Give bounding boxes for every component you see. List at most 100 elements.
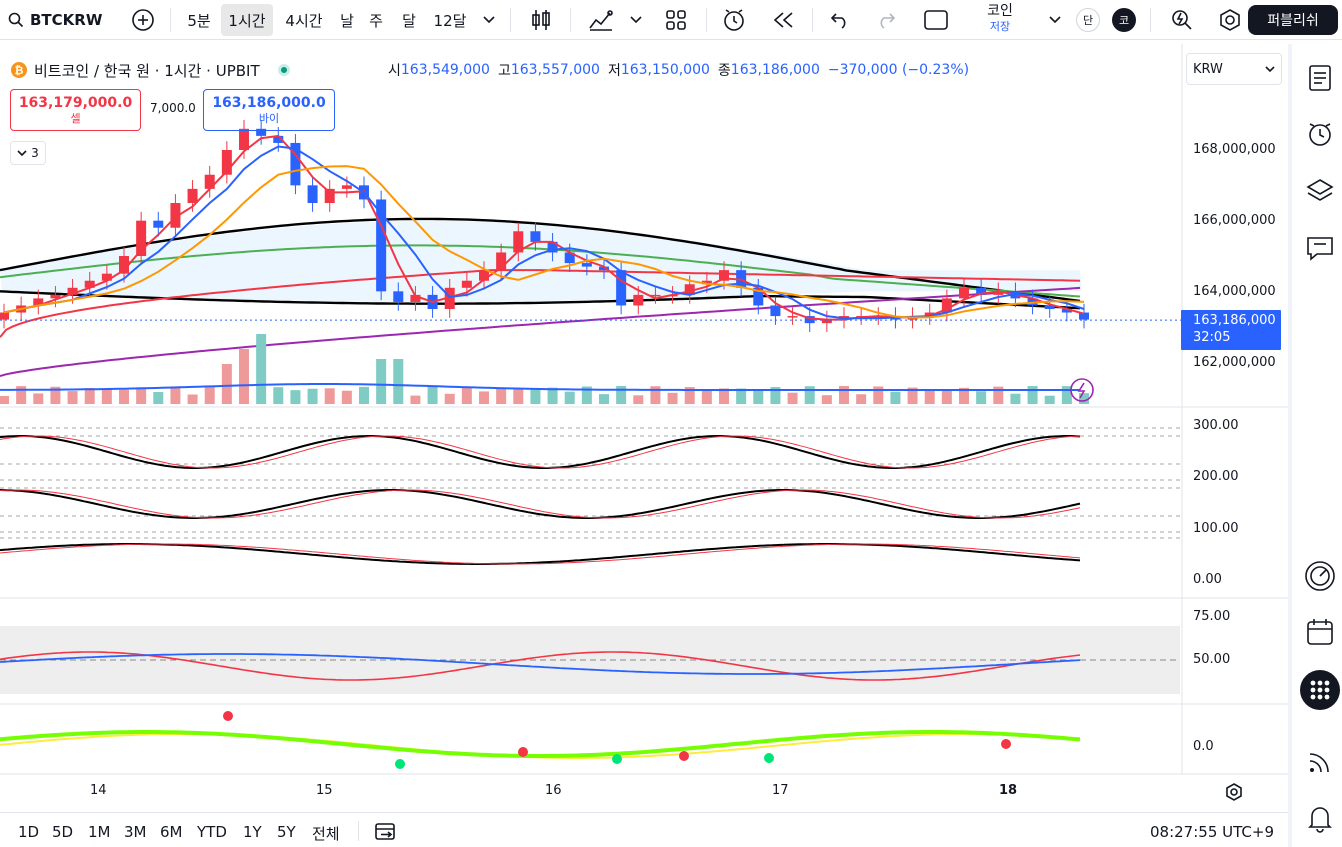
market-open-dot xyxy=(277,64,290,76)
buy-button[interactable]: 163,186,000.0 바이 xyxy=(203,89,335,131)
quick-search-button[interactable] xyxy=(1168,0,1196,40)
candle-body xyxy=(547,241,558,253)
range-3m[interactable]: 3M xyxy=(124,823,147,841)
indicators-collapse-button[interactable]: 3 xyxy=(10,141,46,165)
rss-icon xyxy=(1309,753,1329,773)
candle-body xyxy=(444,287,455,309)
volume-bar xyxy=(633,395,644,404)
timeframe-dropdown[interactable] xyxy=(478,0,500,40)
layout-button[interactable] xyxy=(662,0,690,40)
wt1-line xyxy=(0,730,1081,758)
range-1m[interactable]: 1M xyxy=(88,823,111,841)
indicators-dropdown[interactable] xyxy=(628,0,644,40)
tf-5m[interactable]: 5분 xyxy=(187,11,211,30)
clock[interactable]: 08:27:55 UTC+9 xyxy=(1150,823,1274,841)
bar-countdown: 32:05 xyxy=(1193,330,1231,345)
redo-button[interactable] xyxy=(872,0,900,40)
chart-canvas[interactable] xyxy=(0,44,1288,812)
volume-bar xyxy=(856,394,867,404)
range-ytd[interactable]: YTD xyxy=(197,823,227,841)
rsi-axis-label: 75.00 xyxy=(1193,609,1231,624)
bitcoin-logo-icon: ₿ xyxy=(11,62,27,78)
volume-bar xyxy=(907,387,918,404)
candle-body xyxy=(290,142,301,186)
bollinger-band-fill xyxy=(0,220,1082,302)
cross-dot xyxy=(612,754,622,764)
alerts-button[interactable] xyxy=(1302,116,1338,152)
layers-icon xyxy=(1306,179,1334,201)
volume-bar xyxy=(530,389,541,404)
volume-bar xyxy=(513,389,524,404)
coin-label: 코인 xyxy=(987,3,1013,19)
tf-12month[interactable]: 12달 xyxy=(433,11,467,30)
range-5y[interactable]: 5Y xyxy=(277,823,296,841)
tf-week[interactable]: 주 xyxy=(369,11,383,30)
alert-button[interactable] xyxy=(720,0,750,40)
volume-bar xyxy=(736,388,747,404)
tf-1h[interactable]: 1시간 xyxy=(221,4,273,36)
ohlc-values: 시 163,549,000 고 163,557,000 저 163,150,000 종… xyxy=(388,58,977,82)
watchlist-icon xyxy=(1309,65,1331,91)
notifications-button[interactable] xyxy=(1302,800,1338,836)
undo-button[interactable] xyxy=(826,0,854,40)
currency-select[interactable]: KRW xyxy=(1186,53,1282,85)
range-6m[interactable]: 6M xyxy=(160,823,183,841)
mode-dan-button[interactable]: 단 xyxy=(1076,8,1100,32)
chats-button[interactable] xyxy=(1302,230,1338,266)
search-icon xyxy=(8,12,24,28)
ma-red-line xyxy=(0,269,1081,338)
low-value: 163,150,000 xyxy=(620,62,710,78)
range-1d[interactable]: 1D xyxy=(18,823,40,841)
range-1y[interactable]: 1Y xyxy=(243,823,262,841)
stoch3-k-line xyxy=(0,543,1081,565)
object-tree-button[interactable] xyxy=(1302,172,1338,208)
tf-4h[interactable]: 4시간 xyxy=(285,11,323,30)
candle-body xyxy=(530,231,541,242)
ma-purple-line xyxy=(0,286,1081,378)
axis-settings-icon[interactable] xyxy=(1224,782,1244,802)
tf-month[interactable]: 달 xyxy=(402,11,416,30)
range-all[interactable]: 전체 xyxy=(312,825,340,843)
close-value: 163,186,000 xyxy=(730,62,820,78)
mode-ko-button[interactable]: 코 xyxy=(1112,8,1136,32)
candle-body xyxy=(787,316,798,318)
chart-type-button[interactable] xyxy=(526,0,556,40)
last-price: 163,186,000 xyxy=(1193,313,1276,328)
time-axis-label: 18 xyxy=(999,783,1018,798)
technicals-button[interactable] xyxy=(1302,558,1338,594)
tf-day[interactable]: 날 xyxy=(340,11,354,30)
replay-button[interactable] xyxy=(768,0,798,40)
candle-body xyxy=(119,256,129,274)
price-axis-label: 162,000,000 xyxy=(1193,355,1276,370)
volume-bar xyxy=(1010,393,1021,404)
sell-price: 163,179,000.0 xyxy=(18,95,133,111)
range-5d[interactable]: 5D xyxy=(52,823,74,841)
publish-button[interactable]: 퍼블리쉬 xyxy=(1248,5,1338,35)
indicators-button[interactable] xyxy=(586,0,616,40)
symbol-search[interactable]: BTCKRW xyxy=(8,0,108,40)
volume-bar xyxy=(496,387,507,404)
coin-save-button[interactable]: 코인 저장 xyxy=(970,2,1030,38)
sell-button[interactable]: 163,179,000.0 셀 xyxy=(10,89,141,131)
coin-dropdown[interactable] xyxy=(1046,0,1064,40)
watchlist-button[interactable] xyxy=(1302,60,1338,96)
add-symbol-button[interactable] xyxy=(128,0,158,40)
volume-bar xyxy=(616,386,627,404)
ma-orange-line xyxy=(3,165,1085,319)
products-button[interactable] xyxy=(1300,670,1340,710)
fullscreen-toggle[interactable] xyxy=(920,0,952,40)
volume-bar xyxy=(753,390,764,404)
time-axis-label: 16 xyxy=(545,783,562,798)
plus-circle-icon xyxy=(132,9,154,31)
goto-date-icon[interactable] xyxy=(374,820,398,842)
stoch2-k-line xyxy=(0,489,1081,519)
open-key: 시 xyxy=(388,63,401,79)
wt-axis-label: 0.0 xyxy=(1193,739,1214,754)
calendar-button[interactable] xyxy=(1302,614,1338,650)
candle-body xyxy=(959,287,969,299)
volume-bar xyxy=(0,396,9,404)
news-stream-button[interactable] xyxy=(1302,744,1338,780)
settings-button[interactable] xyxy=(1216,0,1244,40)
candle-body xyxy=(564,252,575,264)
volume-bar xyxy=(564,391,575,404)
